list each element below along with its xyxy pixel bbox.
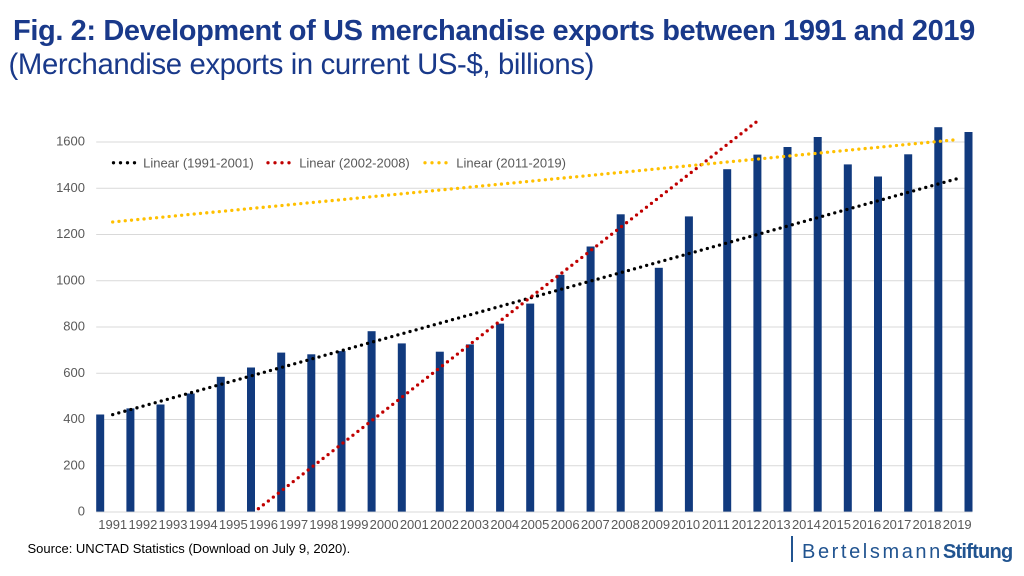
svg-text:2005: 2005 (520, 517, 549, 532)
svg-text:2000: 2000 (370, 517, 399, 532)
svg-text:600: 600 (63, 365, 85, 380)
svg-text:2019: 2019 (943, 517, 972, 532)
svg-text:2015: 2015 (822, 517, 851, 532)
svg-text:200: 200 (63, 457, 85, 472)
svg-text:1998: 1998 (309, 517, 338, 532)
svg-text:2008: 2008 (611, 517, 640, 532)
svg-text:1994: 1994 (189, 517, 218, 532)
svg-text:1993: 1993 (159, 517, 188, 532)
svg-text:0: 0 (78, 504, 85, 519)
svg-text:2014: 2014 (792, 517, 821, 532)
svg-text:1997: 1997 (279, 517, 308, 532)
svg-text:2004: 2004 (490, 517, 519, 532)
svg-text:1991: 1991 (98, 517, 127, 532)
svg-text:2006: 2006 (551, 517, 580, 532)
svg-text:2003: 2003 (460, 517, 489, 532)
svg-text:1999: 1999 (340, 517, 369, 532)
svg-text:1000: 1000 (56, 272, 85, 287)
svg-text:2002: 2002 (430, 517, 459, 532)
svg-text:2018: 2018 (913, 517, 942, 532)
svg-text:Linear (2011-2019): Linear (2011-2019) (456, 155, 566, 170)
svg-text:2012: 2012 (732, 517, 761, 532)
svg-text:2013: 2013 (762, 517, 791, 532)
svg-text:2009: 2009 (641, 517, 670, 532)
svg-text:2007: 2007 (581, 517, 610, 532)
svg-text:2011: 2011 (702, 517, 730, 532)
svg-text:2010: 2010 (671, 517, 700, 532)
svg-text:2016: 2016 (852, 517, 881, 532)
svg-text:1600: 1600 (56, 134, 85, 149)
svg-text:Linear (2002-2008): Linear (2002-2008) (299, 155, 410, 170)
svg-text:1992: 1992 (128, 517, 157, 532)
svg-text:400: 400 (63, 411, 85, 426)
svg-text:1400: 1400 (56, 180, 85, 195)
svg-text:1200: 1200 (56, 226, 85, 241)
svg-text:1996: 1996 (249, 517, 278, 532)
svg-text:800: 800 (63, 319, 85, 334)
svg-text:Linear (1991-2001): Linear (1991-2001) (143, 155, 254, 170)
svg-text:2017: 2017 (882, 517, 911, 532)
svg-text:1995: 1995 (219, 517, 248, 532)
svg-text:2001: 2001 (400, 517, 429, 532)
